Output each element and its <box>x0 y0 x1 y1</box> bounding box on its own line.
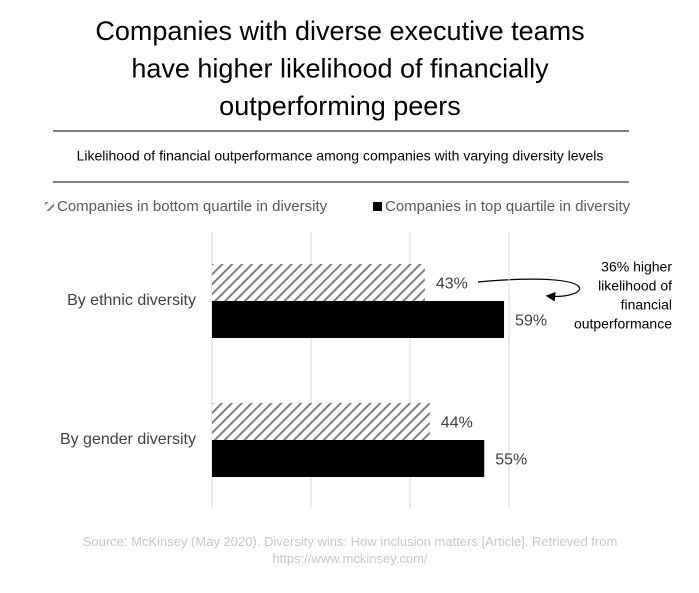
legend-marker <box>45 202 54 211</box>
annotation: 36% higher <box>601 259 672 275</box>
source: Source: McKinsey (May 2020). Diversity w… <box>82 534 618 566</box>
category-label: By gender diversity <box>60 431 196 448</box>
subtitle: Likelihood of financial outperformance a… <box>77 148 604 164</box>
annotation: likelihood of <box>598 278 672 294</box>
value-label: 55% <box>495 452 527 469</box>
annotation: financial <box>621 297 672 313</box>
value-label: 44% <box>441 415 473 432</box>
category-label: By ethnic diversity <box>67 292 196 309</box>
bar <box>212 264 425 301</box>
chart-title: Companies with diverse executive teams <box>95 16 584 46</box>
chart-title: outperforming peers <box>219 91 461 121</box>
legend-label: Companies in bottom quartile in diversit… <box>57 198 328 215</box>
bar <box>212 403 430 440</box>
value-label: 59% <box>515 313 547 330</box>
value-label: 43% <box>436 276 468 293</box>
legend-marker <box>373 202 382 211</box>
bar <box>212 301 505 338</box>
legend-label: Companies in top quartile in diversity <box>385 198 631 215</box>
annotation-arrow <box>477 278 581 302</box>
bar <box>212 440 485 477</box>
annotation: outperformance <box>574 316 672 332</box>
chart-title: have higher likelihood of financially <box>131 54 549 84</box>
